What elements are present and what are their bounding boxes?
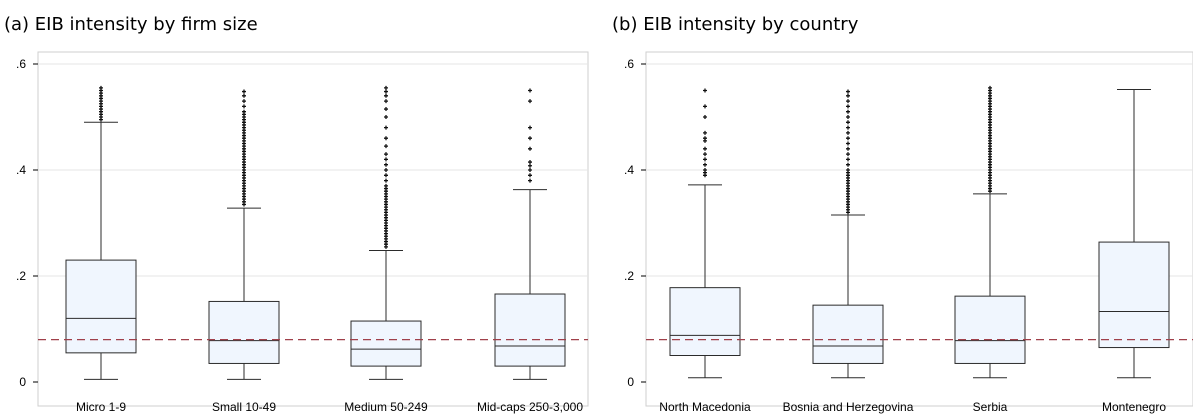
panel-b-y-tick-label: .4 (624, 163, 634, 177)
panel-a-title: (a) EIB intensity by firm size (4, 14, 258, 35)
panel-a-outlier-point (528, 178, 532, 183)
panel-a-outlier-point (242, 109, 246, 114)
panel-b-box (669, 287, 741, 356)
panel-b-outlier-point (846, 89, 850, 94)
panel-b-outlier-point (846, 162, 850, 167)
panel-a-outlier-point (242, 99, 246, 104)
panel-a-outlier-point (528, 146, 532, 151)
panel-b-outlier-point (846, 136, 850, 141)
panel-b-category-label: Bosnia and Herzegovina (783, 400, 914, 414)
panel-a-outlier-point (528, 125, 532, 130)
panel-b-outlier-point (703, 130, 707, 135)
panel-b-outlier-point (846, 125, 850, 130)
panel-a-outlier-point (384, 152, 388, 157)
panel-a-outlier-point (384, 144, 388, 149)
panel-a-category-label: Mid-caps 250-3,000 (477, 400, 583, 414)
panel-b-outlier-point (846, 168, 850, 172)
panel-b-outlier-point (846, 104, 850, 109)
panel-b-outlier-point (703, 136, 707, 141)
panel-b-outlier-point (846, 120, 850, 125)
panel-b-outlier-point (703, 104, 707, 109)
panel-a-outlier-point (242, 93, 246, 98)
panel-a-box (208, 300, 280, 364)
panel-a-outlier-point (242, 89, 246, 94)
panel-a-category-label: Medium 50-249 (344, 400, 428, 414)
panel-a-outlier-point (528, 136, 532, 141)
panel-a-outlier-point (384, 125, 388, 130)
panel-a-outlier-point (384, 89, 388, 94)
panel-a-outlier-point (528, 160, 532, 165)
panel-a-outlier-point (384, 115, 388, 119)
panel-b-y-tick-label: 0 (627, 375, 634, 389)
panel-a-outlier-point (384, 136, 388, 141)
panel-b-outlier-point (846, 99, 850, 104)
panel-b-outlier-point (703, 115, 707, 119)
panel-b-box (954, 295, 1026, 364)
panel-a-box (65, 259, 137, 354)
panel-b-y-tick-label: .6 (624, 57, 634, 71)
panel-b-outlier-point (846, 115, 850, 119)
panel-a-outlier-point (384, 178, 388, 183)
panel-a-outlier-point (528, 168, 532, 172)
panel-a-y-tick-label: .6 (16, 57, 26, 71)
panel-a-outlier-point (384, 93, 388, 98)
panel-b-y-tick-label: .2 (624, 269, 634, 283)
panel-a-outlier-point (528, 99, 532, 104)
panel-b-outlier-point (846, 130, 850, 135)
panel-b-outlier-point (846, 109, 850, 114)
panel-b-outlier-point (703, 88, 707, 93)
panel-b-category-label: Serbia (973, 400, 1008, 414)
panel-b-box (1098, 241, 1170, 349)
panel-a-outlier-point (384, 162, 388, 167)
panel-a-outlier-point (384, 183, 388, 188)
panel-b-outlier-point (703, 152, 707, 157)
panel-a-box (350, 320, 422, 367)
panel-b-outlier-point (988, 85, 992, 90)
panel-a-outlier-point (384, 99, 388, 104)
panel-a-category-label: Micro 1-9 (76, 400, 126, 414)
panel-a-outlier-point (384, 157, 388, 162)
panel-a-outlier-point (242, 104, 246, 109)
panel-b-outlier-point (703, 157, 707, 162)
panel-a-y-tick-label: .4 (16, 163, 26, 177)
panel-a-y-tick-label: 0 (19, 375, 26, 389)
panel-b-frame (645, 51, 1193, 407)
panel-b-category-label: Montenegro (1102, 400, 1166, 414)
panel-a-outlier-point (384, 85, 388, 90)
panel-a-outlier-point (384, 168, 388, 172)
panel-b-outlier-point (703, 146, 707, 151)
panel-a-outlier-point (99, 85, 103, 90)
panel-a-outlier-point (528, 88, 532, 93)
panel-b-outlier-point (846, 93, 850, 98)
panel-a-frame (37, 51, 589, 407)
panel-b-outlier-point (846, 157, 850, 162)
panel-b-outlier-point (703, 168, 707, 172)
panel-a-outlier-point (384, 107, 388, 112)
panel-b-category-label: North Macedonia (659, 400, 751, 414)
panel-a-outlier-point (528, 163, 532, 168)
panel-b-outlier-point (846, 152, 850, 157)
panel-b-outlier-point (703, 162, 707, 167)
panel-a-y-tick-label: .2 (16, 269, 26, 283)
panel-b-title: (b) EIB intensity by country (612, 14, 859, 35)
panel-a-category-label: Small 10-49 (212, 400, 276, 414)
panel-a-box (494, 293, 566, 367)
panel-a-outlier-point (528, 173, 532, 178)
panel-b-box (812, 304, 884, 364)
panel-b-outlier-point (846, 146, 850, 151)
panel-a-outlier-point (384, 173, 388, 178)
panel-b-outlier-point (846, 141, 850, 146)
